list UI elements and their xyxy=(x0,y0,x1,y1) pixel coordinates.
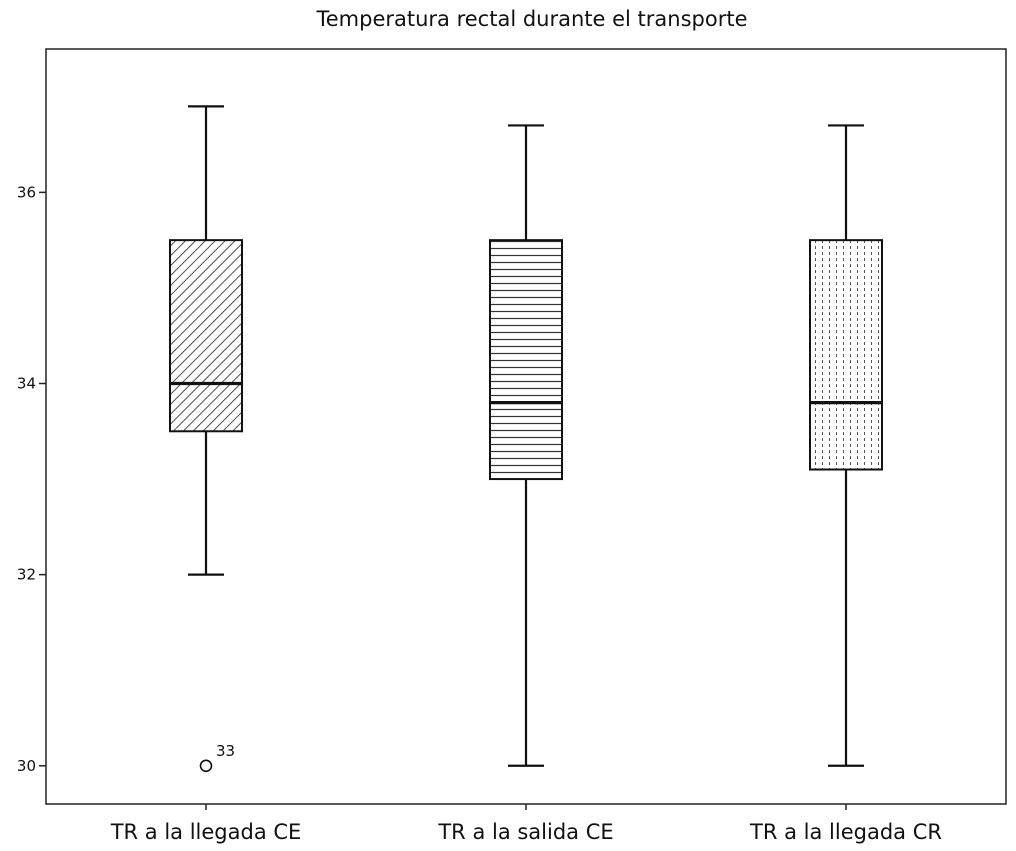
outlier-label: 33 xyxy=(216,742,235,760)
y-tick-label: 36 xyxy=(17,183,36,201)
y-tick-label: 32 xyxy=(17,566,36,584)
x-tick-label: TR a la llegada CE xyxy=(110,820,302,844)
box-3 xyxy=(809,124,883,767)
iqr-box xyxy=(169,239,243,433)
iqr-box xyxy=(809,239,883,471)
box-1: 33 xyxy=(169,105,243,773)
y-tick-label: 30 xyxy=(17,757,36,775)
box-group: 33 xyxy=(169,105,883,773)
x-axis: TR a la llegada CE TR a la salida CE TR a … xyxy=(110,804,942,844)
box-2 xyxy=(489,124,563,767)
y-tick-label: 34 xyxy=(17,374,36,392)
x-tick-label: TR a la llegada CR xyxy=(749,820,942,844)
outlier-point xyxy=(199,759,213,773)
y-axis: 30 32 34 36 xyxy=(17,183,46,775)
x-tick-label: TR a la salida CE xyxy=(437,820,613,844)
iqr-box xyxy=(489,239,563,481)
chart-title: Temperatura rectal durante el transporte xyxy=(315,7,747,31)
